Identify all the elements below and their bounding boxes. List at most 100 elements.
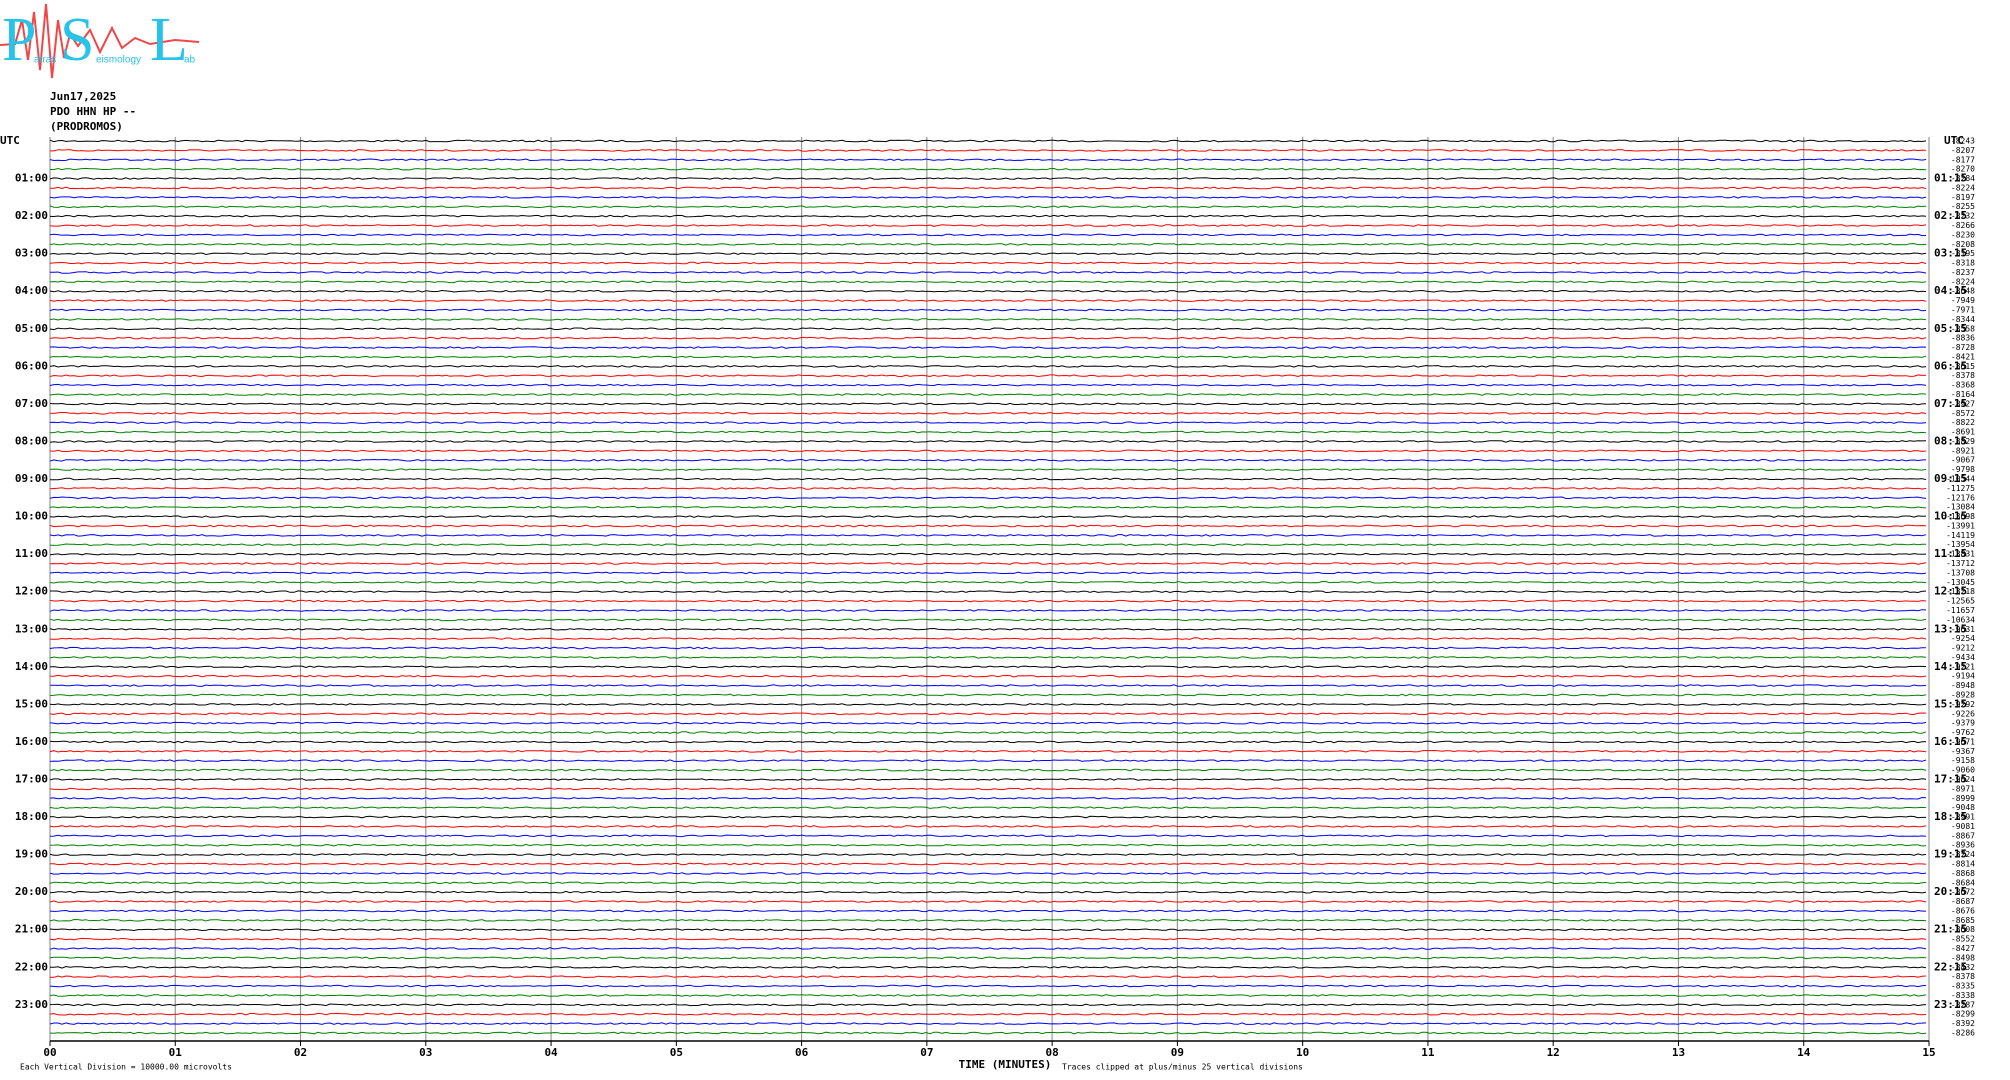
row-label-right: 20:15: [1934, 885, 1967, 898]
row-offset: -8237: [1951, 268, 1975, 277]
logo-word: ab: [184, 55, 196, 66]
row-label-right: 18:15: [1934, 810, 1967, 823]
row-offset: -8232: [1951, 212, 1975, 221]
row-label-left: 23:00: [15, 998, 48, 1011]
row-offset: -8368: [1951, 381, 1975, 390]
trace: [49, 843, 1927, 847]
trace: [50, 684, 1927, 687]
header-date: Jun17,2025: [50, 90, 116, 103]
time-zone-left: UTC: [0, 134, 20, 147]
trace: [49, 186, 1927, 190]
row-offset: -8255: [1951, 202, 1975, 211]
trace: [49, 261, 1927, 265]
row-offset: -8999: [1951, 794, 1975, 803]
row-label-right: 14:15: [1934, 660, 1967, 673]
trace: [49, 693, 1927, 697]
row-offset: -13708: [1946, 568, 1975, 577]
trace: [49, 355, 1927, 359]
trace: [49, 318, 1927, 321]
trace: [49, 524, 1927, 528]
row-offset: -13045: [1946, 578, 1975, 587]
row-offset: -8164: [1951, 390, 1975, 399]
row-offset: -9221: [1951, 662, 1975, 671]
header-site: (PRODROMOS): [50, 120, 123, 133]
row-label-right: 13:15: [1934, 622, 1967, 635]
row-label-right: 19:15: [1934, 848, 1967, 861]
trace: [49, 552, 1927, 556]
trace: [50, 965, 1927, 969]
row-label-right: 17:15: [1934, 772, 1967, 785]
row-label-right: 21:15: [1934, 923, 1967, 936]
row-label-right: 06:15: [1934, 359, 1967, 372]
trace: [49, 374, 1927, 378]
row-label-left: 20:00: [15, 885, 48, 898]
row-offset: -9024: [1951, 775, 1975, 784]
row-offset: -10544: [1946, 475, 1975, 484]
trace: [49, 421, 1927, 425]
scale-note: Each Vertical Division = 10000.00 microv…: [20, 1063, 232, 1072]
x-tick-label: 04: [544, 1046, 558, 1059]
row-label-left: 14:00: [15, 660, 48, 673]
row-offset: -8338: [1951, 991, 1975, 1000]
trace: [49, 759, 1927, 763]
row-offset: -8687: [1951, 897, 1975, 906]
trace: [49, 543, 1927, 547]
row-offset: -9048: [1951, 803, 1975, 812]
trace: [49, 214, 1927, 218]
trace: [49, 534, 1927, 537]
row-label-left: 01:00: [15, 172, 48, 185]
trace: [50, 167, 1927, 171]
row-label-right: 08:15: [1934, 434, 1967, 447]
row-label-right: 04:15: [1934, 284, 1967, 297]
trace: [50, 430, 1927, 434]
logo: P S L atras eismology ab: [0, 3, 200, 79]
trace: [49, 890, 1927, 894]
row-offset: -9292: [1951, 700, 1975, 709]
trace: [49, 806, 1927, 809]
trace: [49, 411, 1927, 415]
trace: [50, 590, 1927, 594]
row-label-left: 13:00: [15, 622, 48, 635]
row-offset: -8948: [1951, 681, 1975, 690]
row-offset: -9254: [1951, 634, 1975, 643]
row-offset: -10634: [1946, 615, 1975, 624]
row-offset: -8195: [1951, 249, 1975, 258]
x-tick-label: 02: [294, 1046, 307, 1059]
row-label-left: 02:00: [15, 209, 48, 222]
row-offset: -8648: [1951, 287, 1975, 296]
trace: [49, 158, 1927, 162]
row-offset: -8552: [1951, 935, 1975, 944]
trace: [49, 458, 1927, 462]
row-label-left: 05:00: [15, 322, 48, 335]
trace: [49, 928, 1927, 932]
row-offset: -12176: [1946, 493, 1975, 502]
row-label-right: 09:15: [1934, 472, 1967, 485]
trace: [50, 149, 1927, 152]
trace: [49, 393, 1927, 396]
row-offset: -9158: [1951, 756, 1975, 765]
trace: [49, 599, 1927, 603]
trace: [49, 674, 1927, 678]
row-offset: -8197: [1951, 193, 1975, 202]
trace: [49, 289, 1927, 293]
row-offset: -8558: [1951, 324, 1975, 333]
row-offset: -8829: [1951, 437, 1975, 446]
trace: [49, 853, 1927, 856]
row-label-right: 22:15: [1934, 960, 1967, 973]
row-offset: -8991: [1951, 813, 1975, 822]
row-offset: -8284: [1951, 174, 1975, 183]
row-offset: -8615: [1951, 362, 1975, 371]
row-offset: -9226: [1951, 709, 1975, 718]
trace: [49, 721, 1927, 725]
row-offset: -8684: [1951, 878, 1975, 887]
trace: [49, 402, 1927, 406]
logo-letter: L: [150, 6, 188, 74]
row-label-left: 06:00: [15, 359, 48, 372]
trace: [49, 177, 1927, 180]
trace: [49, 280, 1927, 284]
trace: [49, 975, 1927, 979]
row-offset: -8921: [1951, 446, 1975, 455]
row-offset: -9067: [1951, 456, 1975, 465]
row-offset: -13991: [1946, 521, 1975, 530]
x-tick-label: 07: [920, 1046, 933, 1059]
